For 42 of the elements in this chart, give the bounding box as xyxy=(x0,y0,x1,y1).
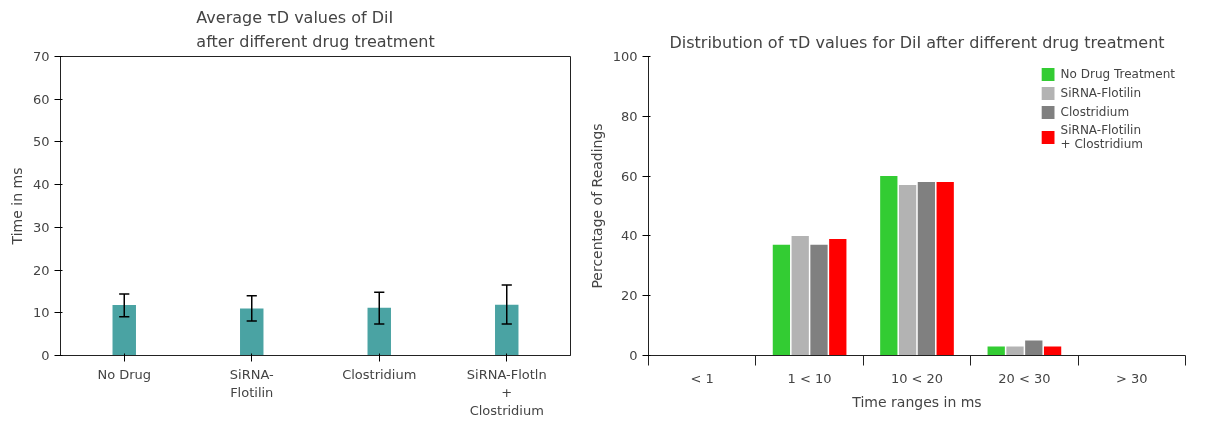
legend-label: Clostridium xyxy=(1060,105,1130,119)
x-tick-label: > 30 xyxy=(1116,370,1148,386)
y-tick-label: 100 xyxy=(612,49,638,64)
bar xyxy=(829,238,847,356)
bar xyxy=(880,176,898,356)
chart-title: Distribution of τD values for DiI after different drug treatment xyxy=(669,32,1165,52)
bar xyxy=(898,185,917,356)
chart-title: Average τD values of DiI after different drug treatment xyxy=(196,7,435,52)
legend-label: SiRNA-Flotilin xyxy=(1060,86,1142,100)
y-tick-label: 20 xyxy=(32,262,50,278)
x-tick-label: < 1 xyxy=(690,370,714,386)
legend-label: No Drug Treatment xyxy=(1060,67,1175,81)
y-axis-title: Percentage of Readings xyxy=(588,123,605,289)
bar xyxy=(936,182,954,356)
y-tick-label: 40 xyxy=(32,177,50,193)
y-tick-label: 80 xyxy=(620,108,638,124)
bar xyxy=(772,244,791,356)
y-tick-label: 0 xyxy=(41,348,50,363)
x-tick-label: Clostridium xyxy=(342,366,417,382)
bar xyxy=(1006,346,1024,356)
bar xyxy=(810,244,828,356)
bar xyxy=(917,182,936,356)
y-tick-label: 10 xyxy=(32,305,50,321)
x-axis-title: Time ranges in ms xyxy=(851,393,982,410)
x-tick-label: 1 < 10 xyxy=(787,370,832,386)
y-axis-title: Time in ms xyxy=(8,167,25,246)
y-tick-label: 50 xyxy=(32,134,50,150)
y-tick-label: 70 xyxy=(32,49,50,64)
x-tick-label: No Drug xyxy=(97,366,152,382)
x-tick-label: 20 < 30 xyxy=(998,370,1051,386)
y-tick-label: 30 xyxy=(32,219,50,235)
y-tick-label: 0 xyxy=(629,348,638,363)
bar xyxy=(1025,340,1043,356)
y-tick-label: 40 xyxy=(620,228,638,244)
x-tick-label: 10 < 20 xyxy=(890,370,944,386)
legend-label: SiRNA-Flotilin + Clostridium xyxy=(1060,123,1143,151)
y-tick-label: 20 xyxy=(620,288,638,304)
bar xyxy=(791,235,809,356)
x-tick-label: SiRNA- Flotilin xyxy=(229,366,275,400)
x-tick-label: SiRNA-Flotln + Clostridium xyxy=(466,366,547,418)
y-tick-label: 60 xyxy=(32,91,50,107)
y-tick-label: 60 xyxy=(620,168,638,184)
